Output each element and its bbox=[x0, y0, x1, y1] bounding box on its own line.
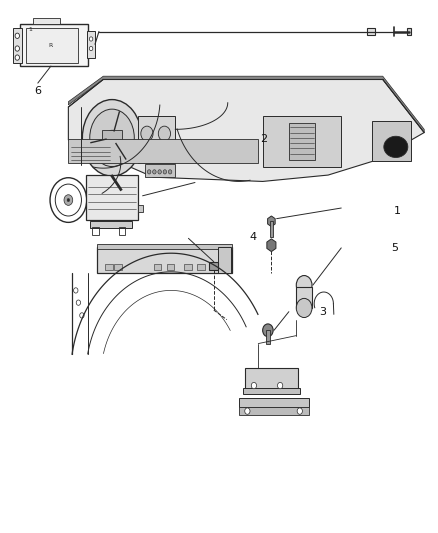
Bar bbox=[87, 31, 95, 58]
Circle shape bbox=[158, 126, 170, 141]
Circle shape bbox=[251, 382, 257, 389]
Text: 3: 3 bbox=[319, 306, 326, 317]
Ellipse shape bbox=[82, 100, 142, 176]
Bar bbox=[184, 264, 192, 270]
Polygon shape bbox=[68, 76, 424, 133]
Bar bbox=[372, 122, 411, 161]
Ellipse shape bbox=[90, 109, 134, 166]
Circle shape bbox=[15, 46, 19, 51]
Bar bbox=[407, 28, 411, 35]
Circle shape bbox=[64, 195, 73, 205]
Bar bbox=[20, 23, 88, 66]
Text: 1: 1 bbox=[394, 206, 401, 216]
Circle shape bbox=[15, 33, 19, 38]
Bar bbox=[289, 123, 315, 160]
Bar bbox=[33, 18, 60, 23]
Circle shape bbox=[89, 37, 93, 41]
Circle shape bbox=[296, 276, 312, 295]
Ellipse shape bbox=[384, 136, 408, 158]
Circle shape bbox=[158, 169, 161, 174]
Text: 5: 5 bbox=[392, 243, 399, 253]
Circle shape bbox=[67, 198, 70, 201]
Circle shape bbox=[297, 408, 302, 414]
Circle shape bbox=[245, 408, 250, 414]
Bar bbox=[239, 407, 308, 415]
Bar bbox=[197, 264, 205, 270]
Bar bbox=[92, 227, 99, 235]
Circle shape bbox=[106, 131, 118, 146]
Circle shape bbox=[278, 382, 283, 389]
Bar bbox=[166, 264, 174, 270]
Bar bbox=[86, 174, 138, 220]
Bar bbox=[209, 262, 218, 270]
Bar bbox=[13, 28, 21, 63]
Text: 6: 6 bbox=[34, 86, 41, 96]
Polygon shape bbox=[267, 239, 276, 252]
Bar bbox=[266, 330, 270, 344]
Bar bbox=[296, 287, 312, 308]
Circle shape bbox=[168, 169, 172, 174]
Text: 2: 2 bbox=[261, 134, 268, 144]
Circle shape bbox=[263, 324, 273, 337]
Bar bbox=[138, 116, 175, 151]
Bar bbox=[119, 227, 125, 235]
Polygon shape bbox=[68, 79, 424, 181]
Bar bbox=[102, 131, 122, 146]
Bar bbox=[138, 205, 144, 212]
Bar bbox=[114, 264, 122, 270]
Circle shape bbox=[89, 46, 93, 51]
Bar bbox=[153, 264, 161, 270]
Polygon shape bbox=[268, 216, 275, 227]
Circle shape bbox=[148, 169, 151, 174]
Bar bbox=[367, 28, 375, 35]
Bar bbox=[90, 221, 132, 228]
Bar bbox=[218, 247, 231, 273]
Text: R: R bbox=[49, 43, 53, 48]
Bar bbox=[97, 247, 232, 273]
Circle shape bbox=[141, 126, 153, 141]
Circle shape bbox=[15, 55, 19, 60]
Bar bbox=[243, 387, 300, 394]
Bar bbox=[263, 116, 341, 166]
Bar bbox=[26, 28, 78, 63]
Bar bbox=[68, 139, 258, 163]
Bar bbox=[106, 264, 113, 270]
Bar bbox=[138, 151, 175, 163]
Circle shape bbox=[296, 298, 312, 318]
Bar bbox=[97, 244, 232, 249]
Bar bbox=[245, 368, 297, 389]
Bar bbox=[239, 398, 308, 407]
Circle shape bbox=[152, 169, 156, 174]
Text: 4: 4 bbox=[250, 232, 257, 243]
Text: 1: 1 bbox=[28, 27, 32, 33]
Circle shape bbox=[163, 169, 166, 174]
Bar bbox=[145, 164, 175, 177]
Bar bbox=[270, 221, 273, 237]
